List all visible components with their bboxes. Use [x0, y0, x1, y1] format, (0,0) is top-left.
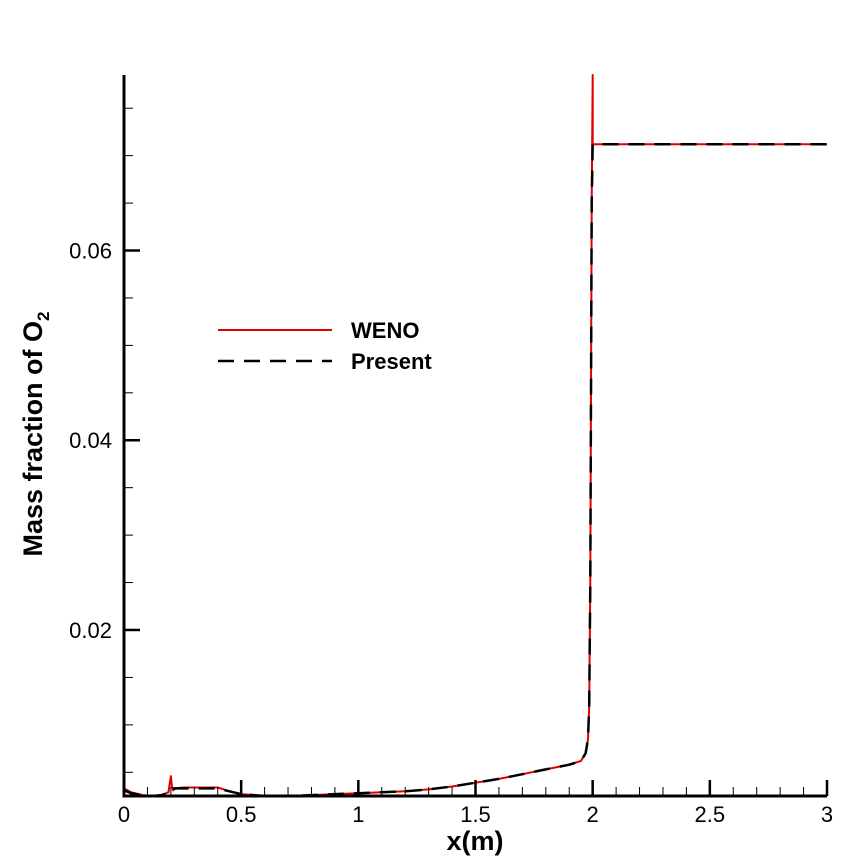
- y-axis-title-subscript: 2: [34, 311, 53, 320]
- plot-lines: [123, 74, 827, 798]
- x-tick-label: 1: [352, 802, 364, 827]
- series-line-present: [123, 143, 827, 798]
- x-tick-label: 3: [821, 802, 833, 827]
- x-axis-title: x(m): [446, 826, 503, 856]
- axes: [122, 75, 827, 798]
- y-tick-label: 0.02: [69, 618, 112, 643]
- series-line-weno: [123, 74, 827, 797]
- x-tick-label: 2.5: [695, 802, 726, 827]
- x-tick-label: 1.5: [460, 802, 491, 827]
- y-tick-label: 0.06: [69, 239, 112, 264]
- x-tick-label: 0.5: [226, 802, 257, 827]
- y-axis-title: Mass fraction of O2: [18, 311, 53, 556]
- y-tick-label: 0.04: [69, 428, 112, 453]
- ticks: [122, 107, 829, 796]
- y-axis-title-main: Mass fraction of O: [18, 321, 48, 557]
- tick-labels: 0.02 0.04 0.06 0 0.5 1 1.5 2 2.5 3: [69, 239, 833, 827]
- legend-label-present: Present: [351, 349, 432, 374]
- x-tick-label: 0: [118, 802, 130, 827]
- x-tick-label: 2: [587, 802, 599, 827]
- legend-label-weno: WENO: [351, 318, 419, 343]
- legend: WENO Present: [218, 318, 432, 374]
